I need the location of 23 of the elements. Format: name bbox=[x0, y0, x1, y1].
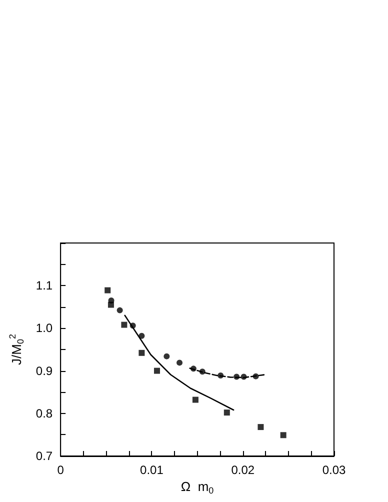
point bbox=[176, 360, 183, 366]
x-tick-label: 0 bbox=[57, 463, 64, 477]
point bbox=[154, 368, 160, 374]
x-tick-label: 0.02 bbox=[231, 463, 255, 477]
point bbox=[192, 396, 198, 403]
y-axis-title: J/M02 bbox=[8, 334, 26, 365]
y-tick-label: 0.7 bbox=[36, 449, 53, 463]
y-tick-label: 1.1 bbox=[36, 278, 53, 293]
point bbox=[280, 432, 286, 438]
point bbox=[164, 353, 170, 360]
point bbox=[258, 424, 264, 430]
y-tick-label: 0.9 bbox=[36, 364, 53, 378]
y-tick-label: 1.0 bbox=[36, 321, 53, 336]
point bbox=[121, 322, 128, 328]
point bbox=[104, 287, 111, 294]
point bbox=[116, 307, 123, 314]
point bbox=[108, 298, 114, 304]
y-tick-label: 0.8 bbox=[36, 406, 53, 420]
x-tick-label: 0.03 bbox=[322, 463, 346, 477]
point bbox=[138, 350, 145, 356]
x-tick-label: 0.01 bbox=[140, 463, 164, 477]
point bbox=[138, 332, 145, 339]
point bbox=[224, 410, 230, 416]
